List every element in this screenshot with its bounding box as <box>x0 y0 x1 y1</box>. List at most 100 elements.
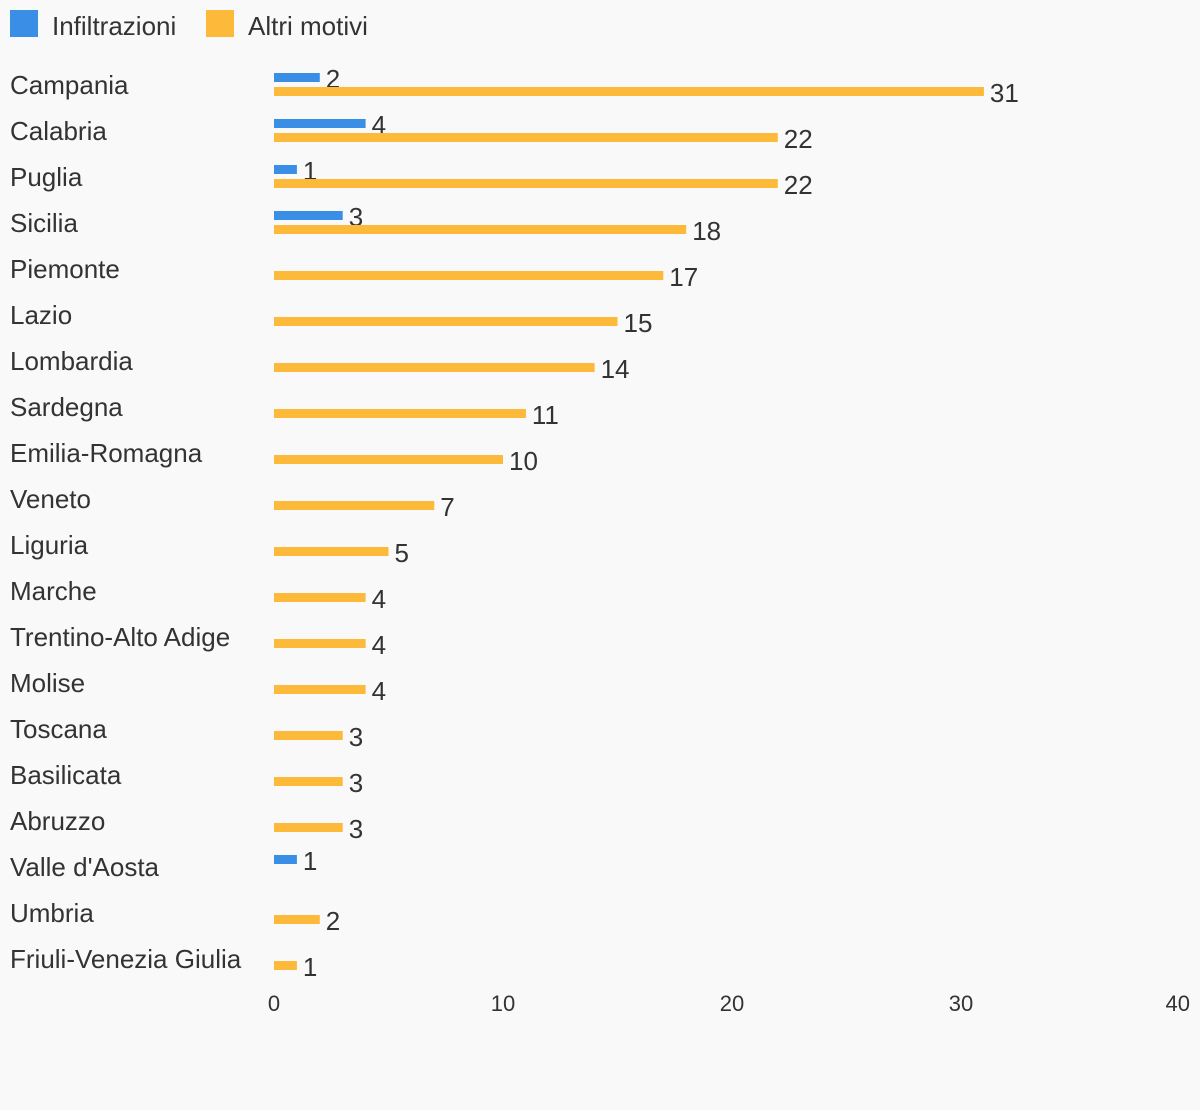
legend: Infiltrazioni Altri motivi <box>10 10 368 41</box>
bar <box>274 271 664 280</box>
legend-swatch <box>10 10 38 37</box>
x-tick-label: 30 <box>949 991 973 1016</box>
data-label: 2 <box>326 64 340 94</box>
bar <box>274 211 343 220</box>
bar-group: Marche 4 <box>10 576 386 614</box>
bar-group: Piemonte 17 <box>10 254 698 292</box>
bar-group: Abruzzo 3 <box>10 806 363 844</box>
bar-group: Basilicata 3 <box>10 760 363 798</box>
bar-group: Friuli-Venezia Giulia 1 <box>10 944 317 982</box>
bar <box>274 777 343 786</box>
bar-group: Puglia 1 22 <box>10 156 813 200</box>
category-label: Puglia <box>10 162 83 192</box>
data-label: 11 <box>532 400 559 430</box>
category-label: Sardegna <box>10 392 123 422</box>
data-label: 5 <box>395 538 409 568</box>
bar <box>274 639 366 648</box>
data-label: 15 <box>624 308 653 338</box>
bar <box>274 165 297 174</box>
data-label: 1 <box>303 846 317 876</box>
bar-group: Molise 4 <box>10 668 386 706</box>
bar <box>274 501 435 510</box>
category-label: Lazio <box>10 300 72 330</box>
data-label: 4 <box>372 676 386 706</box>
category-label: Molise <box>10 668 85 698</box>
bar-group: Veneto 7 <box>10 484 455 522</box>
category-label: Calabria <box>10 116 107 146</box>
bar-group: Lazio 15 <box>10 300 652 338</box>
legend-label: Altri motivi <box>248 11 368 41</box>
category-label: Valle d'Aosta <box>10 852 160 882</box>
bar <box>274 855 297 864</box>
bar <box>274 547 389 556</box>
category-label: Abruzzo <box>10 806 105 836</box>
x-tick-label: 20 <box>720 991 744 1016</box>
bar <box>274 363 595 372</box>
legend-swatch <box>206 10 234 37</box>
bar-group: Sardegna 11 <box>10 392 559 430</box>
bar <box>274 409 526 418</box>
bar <box>274 823 343 832</box>
x-tick-label: 10 <box>491 991 515 1016</box>
data-label: 4 <box>372 584 386 614</box>
bar-group: Sicilia 3 18 <box>10 202 721 246</box>
data-label: 10 <box>509 446 538 476</box>
bar <box>274 593 366 602</box>
category-label: Trentino-Alto Adige <box>10 622 230 652</box>
bar <box>274 685 366 694</box>
data-label: 4 <box>372 630 386 660</box>
data-label: 2 <box>326 906 340 936</box>
bar-group: Emilia-Romagna 10 <box>10 438 538 476</box>
data-label: 3 <box>349 722 363 752</box>
data-label: 14 <box>601 354 630 384</box>
data-label: 3 <box>349 814 363 844</box>
bar <box>274 915 320 924</box>
data-label: 22 <box>784 124 813 154</box>
bar <box>274 179 778 188</box>
category-label: Basilicata <box>10 760 122 790</box>
data-label: 3 <box>349 202 363 232</box>
data-label: 1 <box>303 156 317 186</box>
bar-group: Calabria 4 22 <box>10 110 813 154</box>
bar-group: Trentino-Alto Adige 4 <box>10 622 386 660</box>
bar-group: Valle d'Aosta 1 <box>10 846 317 882</box>
x-tick-label: 40 <box>1166 991 1190 1016</box>
category-label: Campania <box>10 70 129 100</box>
bar-group: Campania 2 31 <box>10 64 1019 108</box>
data-label: 18 <box>692 216 721 246</box>
bar <box>274 961 297 970</box>
bar <box>274 133 778 142</box>
data-label: 1 <box>303 952 317 982</box>
data-label: 7 <box>440 492 454 522</box>
category-label: Marche <box>10 576 97 606</box>
category-label: Veneto <box>10 484 91 514</box>
category-label: Liguria <box>10 530 89 560</box>
bar <box>274 87 984 96</box>
category-label: Friuli-Venezia Giulia <box>10 944 242 974</box>
bar-group: Lombardia 14 <box>10 346 630 384</box>
x-axis: 0 10 20 30 40 <box>268 991 1190 1016</box>
category-label: Toscana <box>10 714 107 744</box>
category-label: Emilia-Romagna <box>10 438 203 468</box>
x-tick-label: 0 <box>268 991 280 1016</box>
bar <box>274 225 687 234</box>
bar-group: Umbria 2 <box>10 898 340 936</box>
bar <box>274 317 618 326</box>
category-label: Umbria <box>10 898 94 928</box>
data-label: 17 <box>669 262 698 292</box>
category-label: Sicilia <box>10 208 78 238</box>
legend-label: Infiltrazioni <box>52 11 176 41</box>
category-label: Piemonte <box>10 254 120 284</box>
bar <box>274 731 343 740</box>
data-label: 3 <box>349 768 363 798</box>
bar <box>274 119 366 128</box>
data-label: 22 <box>784 170 813 200</box>
bar-group: Toscana 3 <box>10 714 363 752</box>
data-label: 4 <box>372 110 386 140</box>
category-label: Lombardia <box>10 346 133 376</box>
data-label: 31 <box>990 78 1019 108</box>
bar <box>274 455 503 464</box>
bar-group: Liguria 5 <box>10 530 409 568</box>
